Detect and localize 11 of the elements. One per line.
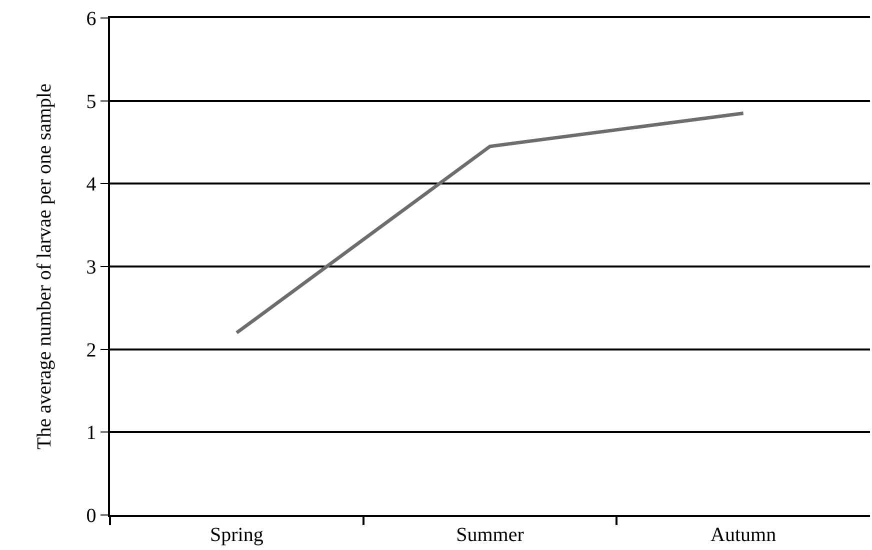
y-tick-label: 4 xyxy=(86,174,96,196)
y-tick-label: 5 xyxy=(86,90,96,113)
y-tick-label: 0 xyxy=(86,505,96,527)
y-axis-title: The average number of larvae per one sample xyxy=(33,83,56,450)
y-tick-label: 2 xyxy=(86,339,96,362)
x-tick-label: Summer xyxy=(456,524,524,546)
y-tick-label: 1 xyxy=(86,422,96,444)
x-tick-label: Spring xyxy=(210,524,264,546)
y-tick-label: 6 xyxy=(86,8,96,30)
y-tick-label: 3 xyxy=(86,256,96,278)
x-tick-label: Autumn xyxy=(710,524,776,546)
